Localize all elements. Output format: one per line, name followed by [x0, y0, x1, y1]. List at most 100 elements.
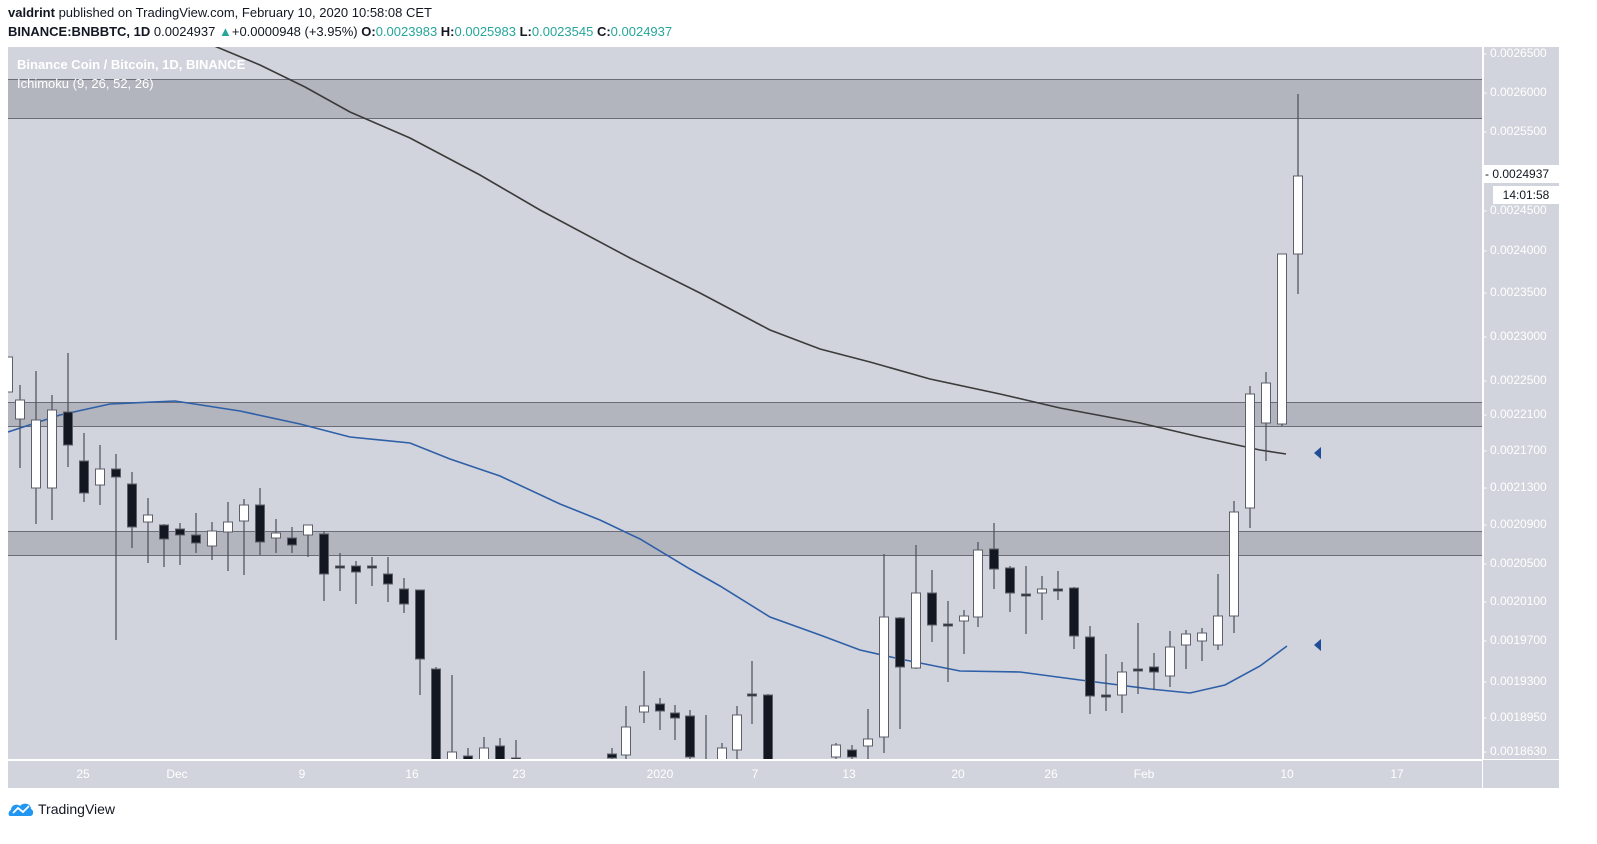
candle[interactable]	[1165, 631, 1175, 687]
candle[interactable]	[8, 356, 13, 393]
sr-zone[interactable]	[8, 531, 1482, 556]
candle[interactable]	[717, 743, 727, 759]
candle[interactable]	[863, 709, 873, 759]
candle[interactable]	[943, 601, 953, 682]
candle[interactable]	[271, 519, 281, 553]
symbol-label: BINANCE:BNBBTC, 1D	[8, 24, 151, 39]
candle[interactable]	[747, 661, 757, 724]
candle[interactable]	[911, 545, 921, 669]
candle[interactable]	[495, 738, 505, 759]
tradingview-logo[interactable]: TradingView	[8, 799, 115, 819]
candle[interactable]	[447, 675, 457, 759]
price-tick-label: 0.0020100	[1483, 594, 1547, 608]
candle[interactable]	[847, 745, 857, 759]
candle[interactable]	[239, 499, 249, 575]
candle[interactable]	[95, 445, 105, 505]
alert-marker-icon[interactable]	[1314, 639, 1321, 651]
time-axis[interactable]: 25 Dec 9 16 23 2020 7 13 20 26 Feb 10 17	[8, 760, 1482, 788]
candle[interactable]	[655, 698, 665, 730]
candle[interactable]	[191, 513, 201, 553]
candle[interactable]	[511, 740, 521, 759]
candle[interactable]	[1133, 623, 1143, 694]
candle[interactable]	[415, 589, 425, 695]
chart-legend-title: Binance Coin / Bitcoin, 1D, BINANCE	[17, 57, 246, 72]
candle[interactable]	[895, 617, 905, 729]
candle[interactable]	[367, 557, 377, 586]
time-tick-label: 25	[76, 767, 90, 781]
candle[interactable]	[1037, 576, 1047, 620]
candle[interactable]	[127, 472, 137, 548]
candle[interactable]	[1021, 566, 1031, 634]
candle[interactable]	[1053, 571, 1063, 600]
candle[interactable]	[47, 395, 57, 520]
price-axis[interactable]: 0.0026500 0.0026000 0.0025500 0.0024500 0.00…	[1483, 46, 1559, 759]
candle[interactable]	[959, 610, 969, 654]
candle[interactable]	[15, 385, 25, 468]
candle[interactable]	[111, 454, 121, 640]
sr-zone[interactable]	[8, 79, 1482, 119]
candle[interactable]	[383, 557, 393, 602]
candle[interactable]	[287, 527, 297, 553]
publish-info: valdrint published on TradingView.com, F…	[8, 5, 432, 20]
time-tick-label: 16	[405, 767, 419, 781]
candle[interactable]	[670, 705, 680, 740]
candle[interactable]	[1005, 566, 1015, 612]
moving-average-line[interactable]	[200, 47, 1287, 455]
time-tick-label: Dec	[166, 767, 188, 781]
candle[interactable]	[31, 371, 41, 524]
candle[interactable]	[1197, 628, 1207, 661]
candle[interactable]	[1277, 253, 1287, 426]
chart-plot-area[interactable]: Binance Coin / Bitcoin, 1D, BINANCE Ichi…	[8, 47, 1482, 759]
candle[interactable]	[335, 553, 345, 591]
candle[interactable]	[879, 554, 889, 753]
candle[interactable]	[702, 715, 711, 759]
price-tick-label: 0.0023000	[1483, 329, 1547, 343]
candle[interactable]	[143, 498, 153, 563]
candle[interactable]	[621, 706, 631, 759]
candle[interactable]	[831, 743, 841, 759]
indicator-legend[interactable]: Ichimoku (9, 26, 52, 26)	[17, 76, 154, 91]
candle[interactable]	[399, 578, 409, 613]
price-tick-label: 0.0018950	[1483, 710, 1547, 724]
candle[interactable]	[479, 737, 489, 759]
close-value: 0.0024937	[610, 24, 673, 39]
candle[interactable]	[1229, 501, 1239, 633]
candle[interactable]	[1261, 372, 1271, 461]
candle[interactable]	[1117, 662, 1127, 713]
candle[interactable]	[763, 694, 773, 759]
ohlc-header: BINANCE:BNBBTC, 1D 0.0024937 ▲+0.0000948…	[8, 24, 672, 39]
candle[interactable]	[431, 667, 441, 759]
candle[interactable]	[1069, 587, 1079, 649]
alert-marker-icon[interactable]	[1314, 447, 1321, 459]
candle[interactable]	[319, 531, 329, 601]
candle[interactable]	[207, 522, 217, 560]
candle[interactable]	[927, 570, 937, 642]
candle[interactable]	[973, 542, 983, 627]
candle[interactable]	[1245, 386, 1255, 528]
sr-zone[interactable]	[8, 402, 1482, 427]
candle[interactable]	[1101, 654, 1111, 711]
candle[interactable]	[732, 706, 742, 759]
candle[interactable]	[303, 524, 313, 557]
candle[interactable]	[63, 353, 73, 467]
candle[interactable]	[175, 523, 185, 565]
candle[interactable]	[1181, 630, 1191, 669]
candle[interactable]	[223, 502, 233, 571]
time-tick-label: 13	[842, 767, 856, 781]
low-value: 0.0023545	[531, 24, 594, 39]
candle[interactable]	[639, 671, 649, 723]
candle[interactable]	[1085, 626, 1095, 714]
last-price: 0.0024937	[153, 24, 216, 39]
author-name[interactable]: valdrint	[8, 5, 55, 20]
candle[interactable]	[1149, 653, 1159, 690]
candle[interactable]	[1293, 94, 1303, 294]
candle[interactable]	[607, 748, 617, 759]
candle[interactable]	[255, 488, 265, 555]
candle[interactable]	[463, 748, 473, 759]
candle[interactable]	[79, 433, 89, 502]
candle[interactable]	[1213, 574, 1223, 650]
candle[interactable]	[685, 710, 695, 759]
candle[interactable]	[159, 524, 169, 567]
candle[interactable]	[989, 523, 999, 589]
candle[interactable]	[351, 561, 361, 604]
